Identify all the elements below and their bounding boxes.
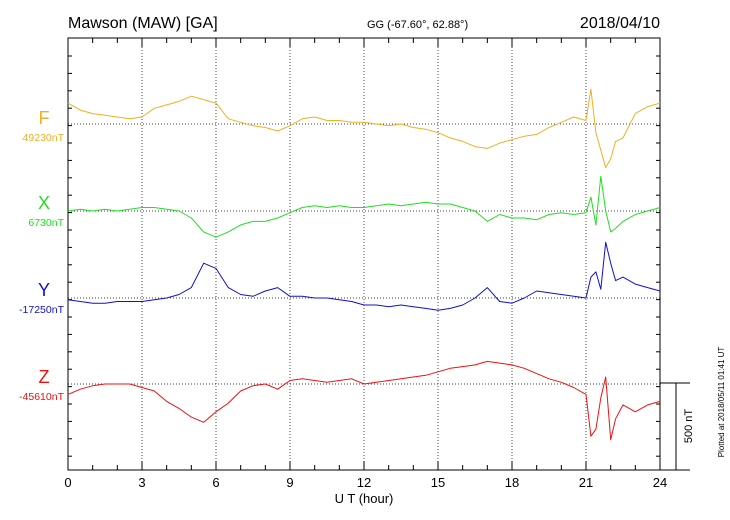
series-name-f: F xyxy=(39,108,50,128)
x-tick-label: 6 xyxy=(212,475,219,490)
series-line-x xyxy=(67,175,661,238)
plot-date: 2018/04/10 xyxy=(580,15,660,32)
series-line-y xyxy=(67,241,661,311)
station-coords: GG (-67.60°, 62.88°) xyxy=(367,19,468,31)
x-tick-label: 9 xyxy=(286,475,293,490)
x-tick-label: 18 xyxy=(505,475,519,490)
tick-layer: 0 3 6 9 12 15 18 21 24 xyxy=(64,38,667,490)
x-tick-label: 12 xyxy=(357,475,371,490)
x-tick-label: 0 xyxy=(64,475,71,490)
station-title: Mawson (MAW) [GA] xyxy=(68,15,218,32)
scale-bar-label: 500 nT xyxy=(683,409,695,444)
scale-bar: 500 nT xyxy=(660,382,695,471)
series-name-z: Z xyxy=(39,367,50,387)
series-baseline-f: 49230nT xyxy=(23,132,65,144)
x-tick-label: 3 xyxy=(138,475,145,490)
x-tick-label: 21 xyxy=(579,475,593,490)
x-tick-label: 15 xyxy=(431,475,445,490)
grid-layer xyxy=(68,38,660,470)
series-baseline-x: 6730nT xyxy=(28,217,64,229)
series-name-y: Y xyxy=(38,280,50,300)
series-name-x: X xyxy=(38,193,50,213)
series-layer xyxy=(67,88,661,441)
series-line-z xyxy=(67,360,661,441)
label-layer: F 49230nT X 6730nT Y -17250nT Z -45610nT xyxy=(19,108,65,403)
series-baseline-y: -17250nT xyxy=(19,304,65,316)
x-axis-label: U T (hour) xyxy=(335,491,394,506)
series-baseline-z: -45610nT xyxy=(19,391,65,403)
plotted-at-note: Plotted at 2018/05/11 01:41 UT xyxy=(717,347,726,458)
x-tick-label: 24 xyxy=(653,475,667,490)
series-line-f xyxy=(67,88,661,168)
